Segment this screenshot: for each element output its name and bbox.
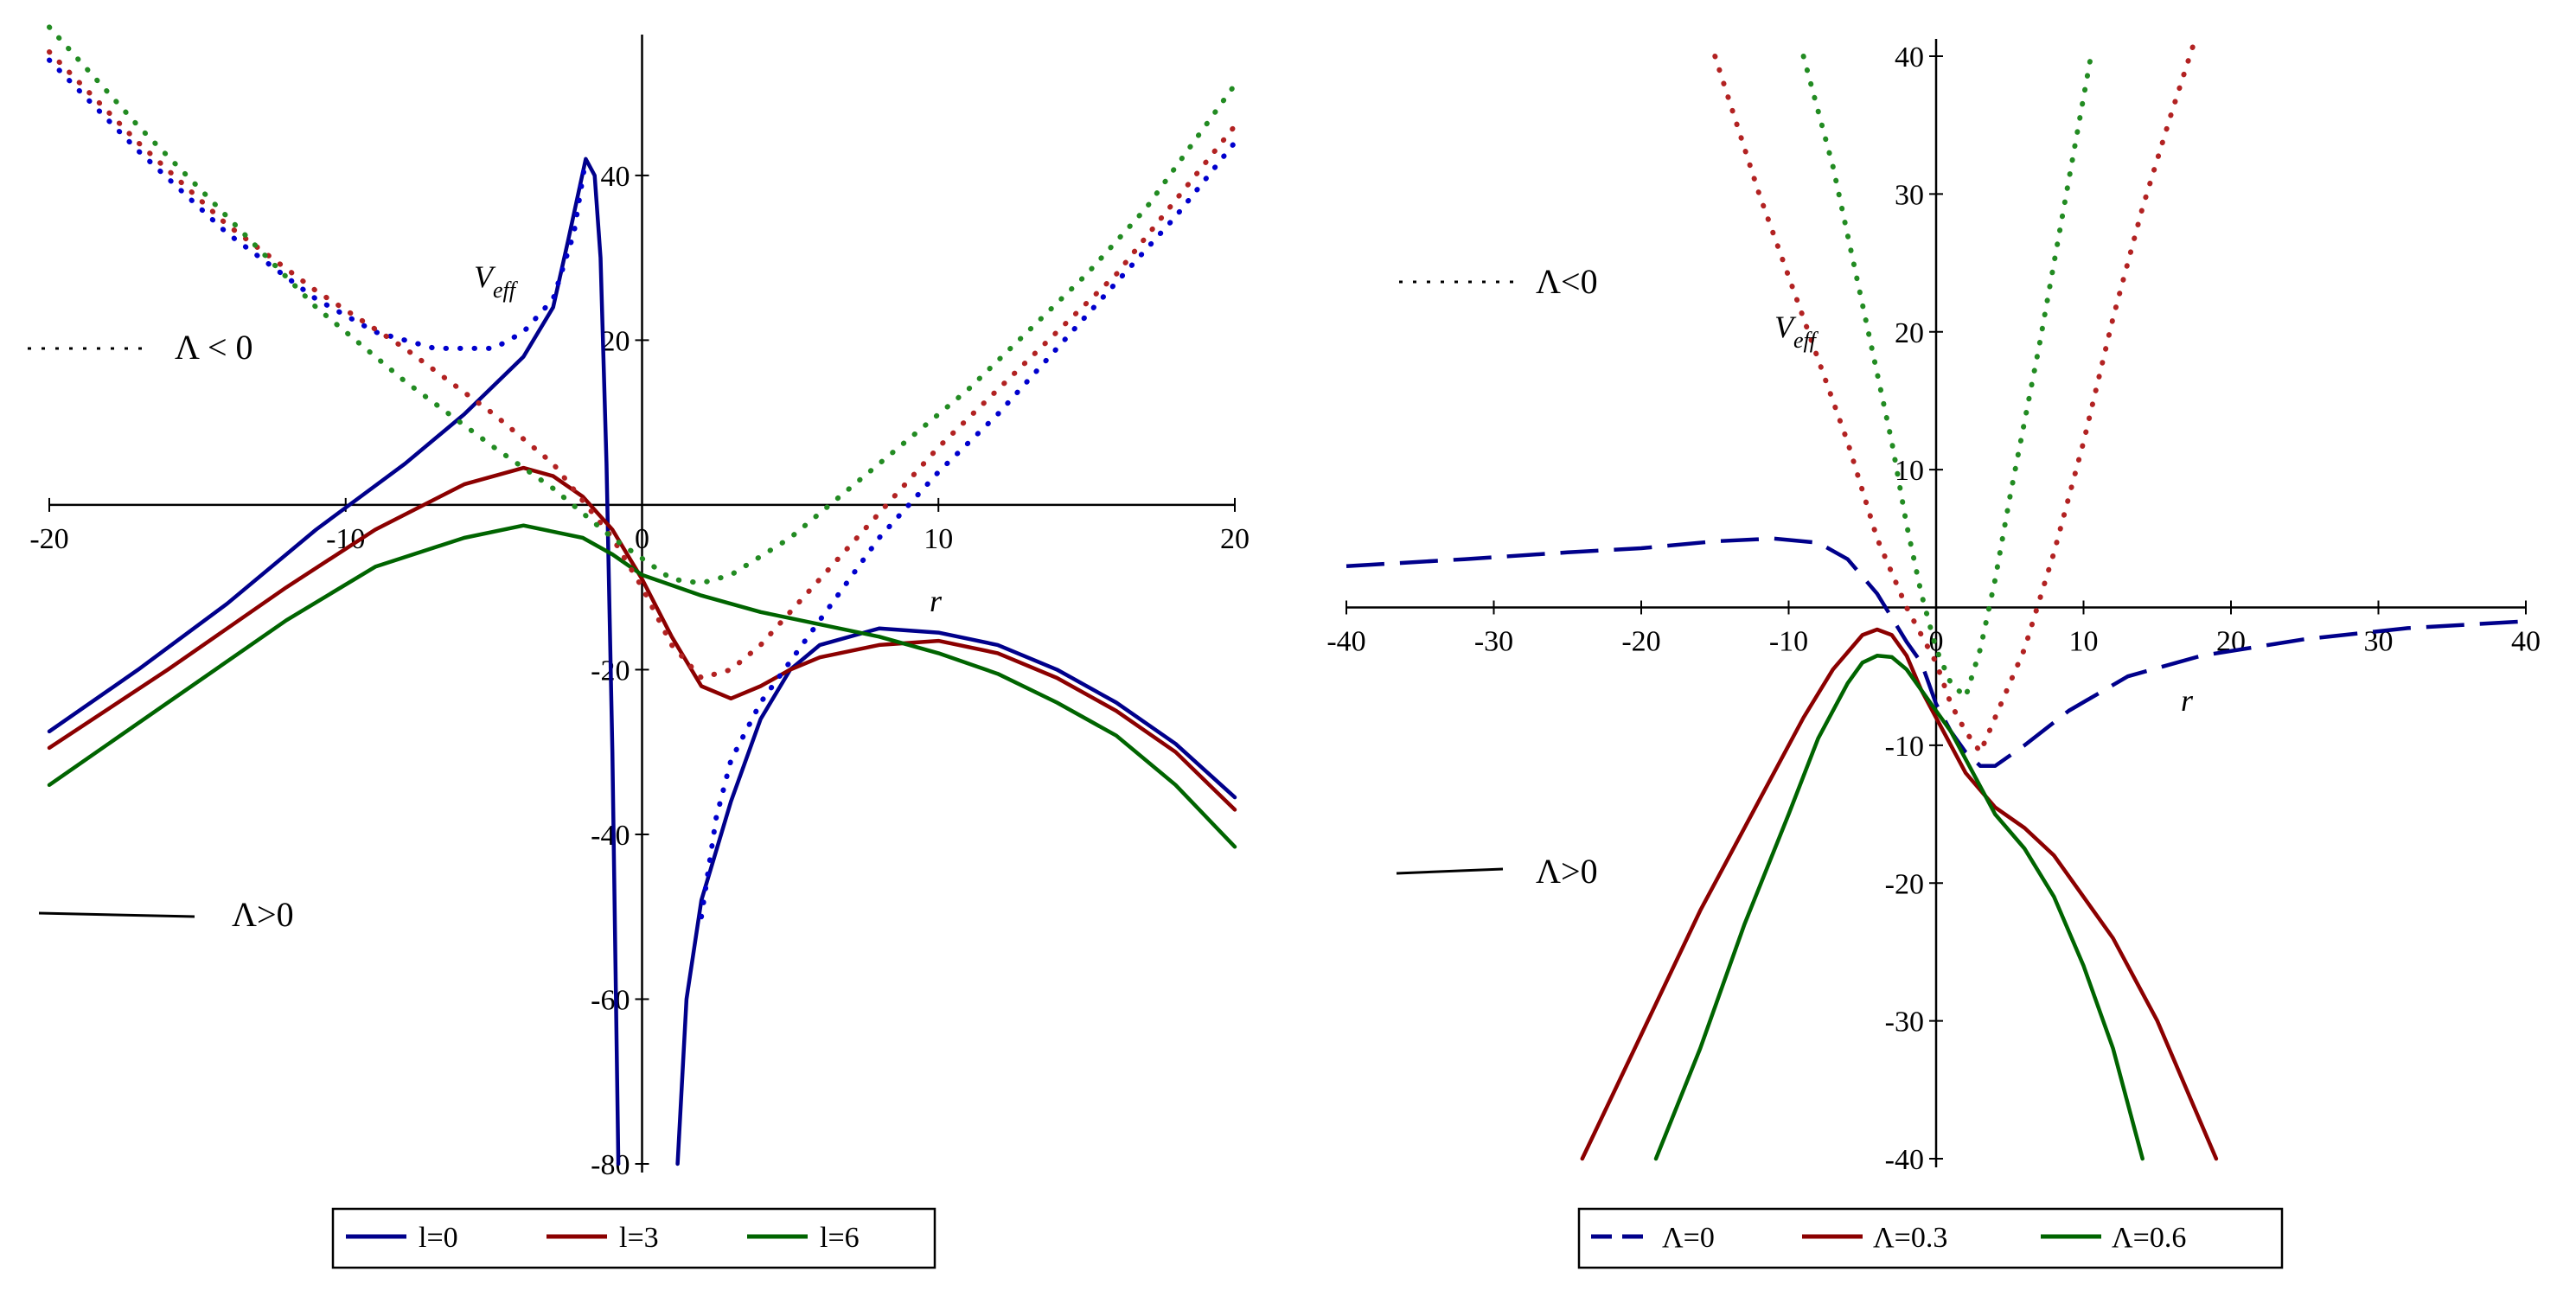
right-solid-annotation: Λ>0 [1536, 852, 1598, 891]
right-y-tick-label: 40 [1895, 42, 1924, 73]
right-legend-box [1577, 1207, 2284, 1269]
right-legend-label-lambda0: Λ=0 [1662, 1222, 1715, 1254]
right-dotted-annotation: Λ<0 [1536, 262, 1598, 301]
left-legend-label-l3: l=3 [619, 1222, 659, 1254]
left-series-dotted-5 [699, 139, 1237, 920]
right-series [1346, 40, 2527, 1161]
right-legend-label-lambda06: Λ=0.6 [2112, 1222, 2186, 1254]
left-series-solid-1 [675, 626, 1237, 1166]
right-series-dashed-0 [1346, 536, 2527, 769]
left-y-tick-label: -60 [591, 984, 630, 1016]
left-legend: l=0 l=3 l=6 [331, 1207, 936, 1269]
left-series-dotted-7 [47, 24, 1237, 586]
left-y-tick-label: 40 [601, 161, 630, 193]
right-y-tick-label: -10 [1885, 731, 1924, 763]
right-x-tick-label: -30 [1474, 626, 1513, 658]
left-x-tick-label: -20 [29, 523, 68, 555]
right-series-dotted-4 [1800, 54, 2093, 700]
right-x-tick-label: 40 [2511, 626, 2541, 658]
left-y-tick-label: -40 [591, 820, 630, 852]
right-x-tick-label: -40 [1326, 626, 1365, 658]
left-legend-label-l6: l=6 [820, 1222, 860, 1254]
right-y-tick-label: 10 [1895, 455, 1924, 487]
left-solid-key-line [38, 911, 195, 918]
right-y-tick-label: -40 [1885, 1144, 1924, 1176]
left-solid-annotation: Λ>0 [232, 895, 294, 934]
right-x-tick-label: -20 [1621, 626, 1660, 658]
left-y-axis-label: Veff [474, 259, 519, 303]
right-legend-label-lambda03: Λ=0.3 [1873, 1222, 1947, 1254]
left-y-tick-label: 20 [601, 325, 630, 357]
right-ticks: -40 -30 -20 -10 0 10 20 30 40-40-30-20-101020304… [1326, 42, 2541, 1176]
left-legend-label-l0: l=0 [419, 1222, 458, 1254]
left-y-tick-label: -80 [591, 1149, 630, 1181]
right-y-axis-label: Veff [1774, 310, 1819, 353]
left-series-solid-3 [47, 523, 1237, 849]
left-x-axis-label: r [930, 584, 943, 618]
right-series-solid-2 [1653, 654, 2145, 1161]
right-x-tick-label: 10 [2069, 626, 2099, 658]
left-series [47, 24, 1237, 1166]
left-series-solid-2 [47, 465, 1237, 812]
chart-right: -40 -30 -20 -10 0 10 20 30 40-40-30-20-101020304… [1326, 39, 2541, 1269]
right-x-tick-label: -10 [1769, 626, 1808, 658]
right-y-tick-label: 30 [1895, 179, 1924, 211]
left-dotted-annotation: Λ < 0 [175, 328, 253, 367]
right-series-solid-1 [1580, 627, 2219, 1161]
left-series-dotted-4 [47, 57, 589, 351]
right-solid-key-line [1396, 867, 1504, 875]
right-y-tick-label: 20 [1895, 317, 1924, 349]
right-y-tick-label: -30 [1885, 1007, 1924, 1039]
right-x-axis-label: r [2181, 683, 2194, 718]
left-series-solid-0 [47, 157, 621, 1166]
left-x-tick-label: 0 [635, 523, 649, 555]
left-legend-box [331, 1207, 936, 1269]
left-x-tick-label: 10 [924, 523, 953, 555]
left-x-tick-label: 20 [1220, 523, 1250, 555]
right-y-tick-label: -20 [1885, 868, 1924, 900]
right-series-dotted-3 [1712, 40, 2197, 755]
left-series-dotted-6 [47, 49, 1237, 681]
right-legend: Λ=0 Λ=0.3 Λ=0.6 [1577, 1207, 2284, 1269]
